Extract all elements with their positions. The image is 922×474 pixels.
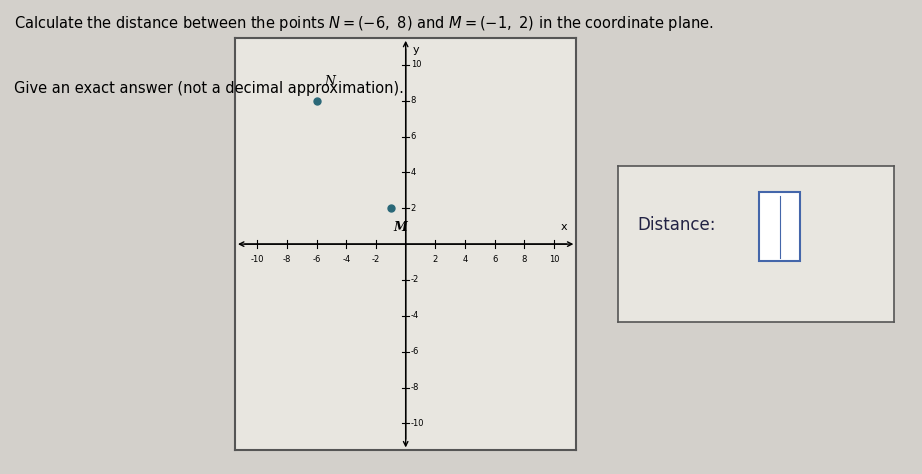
- Text: -6: -6: [313, 255, 321, 264]
- Text: 6: 6: [492, 255, 497, 264]
- Text: 10: 10: [549, 255, 560, 264]
- Text: Give an exact answer (not a decimal approximation).: Give an exact answer (not a decimal appr…: [14, 81, 404, 96]
- Text: -4: -4: [342, 255, 350, 264]
- Text: 8: 8: [411, 96, 416, 105]
- Text: 10: 10: [411, 60, 421, 69]
- Text: -8: -8: [283, 255, 291, 264]
- Text: N: N: [325, 75, 335, 88]
- Text: -4: -4: [411, 311, 420, 320]
- Text: 2: 2: [432, 255, 438, 264]
- Text: -10: -10: [251, 255, 264, 264]
- Text: -10: -10: [411, 419, 424, 428]
- Text: y: y: [412, 46, 419, 55]
- Text: Calculate the distance between the points $N=(-6,\ 8)$ and $M=(-1,\ 2)$ in the c: Calculate the distance between the point…: [14, 14, 714, 33]
- Text: 8: 8: [522, 255, 527, 264]
- Text: 2: 2: [411, 204, 416, 213]
- Text: -2: -2: [372, 255, 380, 264]
- Text: -8: -8: [411, 383, 420, 392]
- Text: 4: 4: [411, 168, 416, 177]
- Text: Distance:: Distance:: [637, 216, 715, 234]
- Text: -6: -6: [411, 347, 420, 356]
- Text: M: M: [394, 221, 408, 234]
- Text: 4: 4: [463, 255, 467, 264]
- Text: 6: 6: [411, 132, 416, 141]
- FancyBboxPatch shape: [759, 192, 800, 261]
- Text: -2: -2: [411, 275, 420, 284]
- Text: x: x: [561, 222, 568, 232]
